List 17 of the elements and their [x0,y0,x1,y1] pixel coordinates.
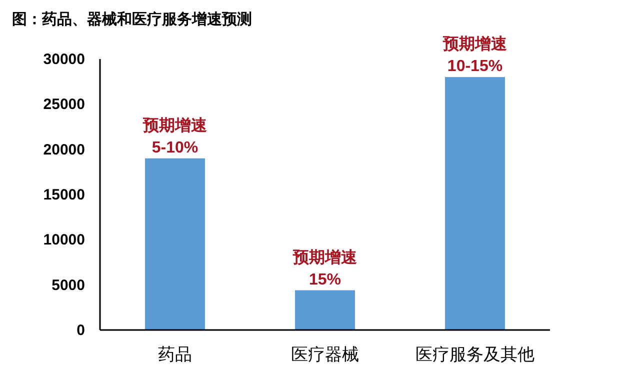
y-tick-label: 5000 [52,276,85,294]
y-tick-label: 30000 [43,51,85,68]
annotation: 预期增速 15% [292,248,358,288]
bar [295,290,355,330]
bar [145,158,205,330]
annotation: 预期增速 10-15% [442,35,508,76]
x-tick-label: 药品 [158,345,192,364]
annotation: 预期增速 5-10% [142,116,208,156]
y-tick-label: 10000 [43,232,85,249]
x-tick-label: 医疗器械 [291,345,359,364]
y-tick-label: 25000 [43,96,85,114]
y-tick-label: 15000 [43,186,85,204]
x-tick-label: 医疗服务及其他 [416,345,534,364]
chart-title: 图：药品、器械和医疗服务增速预测 [12,11,252,28]
y-tick-label: 20000 [43,141,85,158]
y-tick-label: 0 [76,322,85,339]
bar [445,77,505,330]
